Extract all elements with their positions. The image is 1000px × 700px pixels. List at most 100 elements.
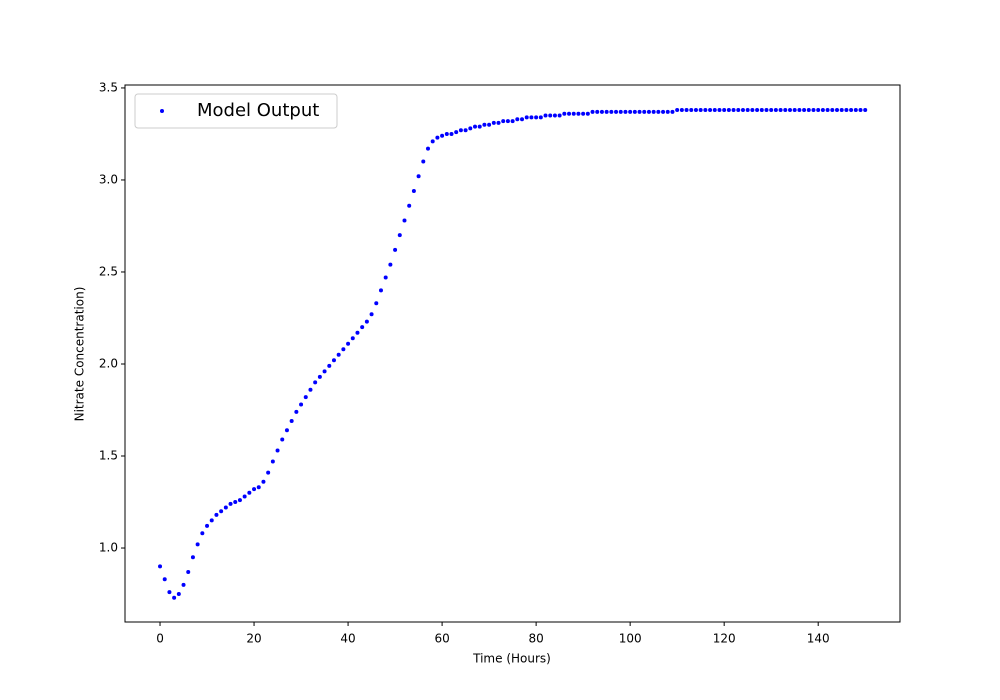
data-point — [256, 485, 261, 490]
y-tick-label: 3.5 — [99, 80, 118, 94]
data-point — [609, 109, 614, 114]
data-point — [740, 108, 745, 113]
data-point — [449, 131, 454, 136]
data-point — [505, 119, 510, 124]
data-point — [698, 108, 703, 113]
data-point — [651, 109, 656, 114]
legend-label: Model Output — [197, 100, 319, 121]
data-point — [454, 130, 459, 135]
data-point — [731, 108, 736, 113]
data-point — [722, 108, 727, 113]
data-point — [176, 592, 181, 597]
data-point — [614, 109, 619, 114]
data-point — [853, 108, 858, 113]
data-point — [835, 108, 840, 113]
data-point — [463, 128, 468, 133]
data-point — [576, 111, 581, 116]
data-point — [270, 459, 275, 464]
data-point — [374, 301, 379, 306]
data-point — [642, 109, 647, 114]
x-tick-label: 100 — [619, 632, 642, 646]
data-point — [811, 108, 816, 113]
data-point — [637, 109, 642, 114]
data-point — [444, 131, 449, 136]
data-point — [581, 111, 586, 116]
data-point — [280, 437, 285, 442]
y-axis-label: Nitrate Concentration) — [73, 287, 87, 422]
data-point — [590, 109, 595, 114]
legend-box — [134, 93, 338, 129]
data-point — [181, 582, 186, 587]
data-point — [346, 341, 351, 346]
data-point — [303, 395, 308, 400]
data-point — [388, 262, 393, 267]
x-tick-label: 40 — [340, 632, 355, 646]
data-point — [661, 109, 666, 114]
data-point — [458, 128, 463, 133]
data-point — [242, 494, 247, 499]
data-point — [162, 577, 167, 582]
data-point — [543, 113, 548, 118]
x-tick-label: 140 — [807, 632, 830, 646]
data-point — [378, 288, 383, 293]
data-point — [158, 564, 163, 569]
data-point — [557, 113, 562, 118]
data-point — [167, 590, 172, 595]
data-point — [595, 109, 600, 114]
data-point — [797, 108, 802, 113]
data-point — [473, 124, 478, 129]
data-point — [195, 542, 200, 547]
data-point — [759, 108, 764, 113]
data-point — [487, 122, 492, 127]
data-point — [693, 108, 698, 113]
y-tick-label: 3.0 — [99, 172, 118, 186]
x-tick-label: 60 — [434, 632, 449, 646]
data-point — [839, 108, 844, 113]
data-point — [849, 108, 854, 113]
data-point — [247, 490, 252, 495]
data-point — [496, 120, 501, 125]
data-point — [571, 111, 576, 116]
data-point — [820, 108, 825, 113]
data-point — [397, 233, 402, 238]
data-point — [435, 135, 440, 140]
data-point — [214, 512, 219, 517]
data-point — [393, 247, 398, 252]
data-point — [567, 111, 572, 116]
data-point — [407, 203, 412, 208]
data-point — [322, 369, 327, 374]
plot-frame — [124, 84, 901, 623]
data-point — [769, 108, 774, 113]
data-point — [552, 113, 557, 118]
data-point — [219, 509, 224, 514]
data-point — [830, 108, 835, 113]
data-point — [538, 115, 543, 120]
data-point — [712, 108, 717, 113]
data-point — [646, 109, 651, 114]
data-point — [708, 108, 713, 113]
data-point — [440, 133, 445, 138]
data-point — [383, 275, 388, 280]
data-point — [369, 312, 374, 317]
data-point — [684, 108, 689, 113]
data-point — [190, 555, 195, 560]
data-point — [787, 108, 792, 113]
data-point — [237, 498, 242, 503]
data-point — [355, 330, 360, 335]
data-point — [736, 108, 741, 113]
data-point — [628, 109, 633, 114]
y-tick-label: 2.5 — [99, 264, 118, 278]
data-point — [632, 109, 637, 114]
data-point — [468, 126, 473, 131]
data-point — [703, 108, 708, 113]
data-point — [679, 108, 684, 113]
data-point — [200, 531, 205, 536]
data-point — [233, 500, 238, 505]
data-point — [745, 108, 750, 113]
data-point — [430, 139, 435, 144]
data-point — [501, 119, 506, 124]
y-tick-label: 1.5 — [99, 449, 118, 463]
data-point — [717, 108, 722, 113]
data-point — [411, 189, 416, 194]
data-point — [317, 374, 322, 379]
